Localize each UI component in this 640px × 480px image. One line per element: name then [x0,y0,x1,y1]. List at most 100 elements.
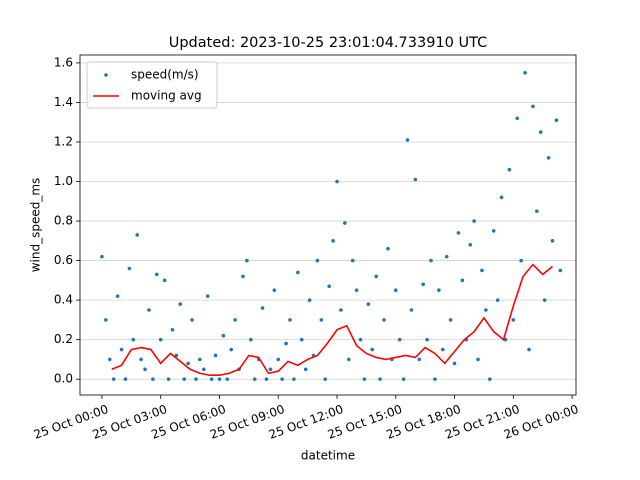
y-tick-label: 1.6 [54,55,73,69]
point [166,377,171,381]
plot-frame [79,54,577,396]
legend: speed(m/s) moving avg [86,61,218,109]
point [413,177,418,182]
point [358,337,363,342]
legend-marker [104,73,108,77]
point [538,130,543,134]
point [405,138,410,142]
point [272,288,277,293]
point [339,308,343,312]
point [370,347,375,352]
y-tick-label: 1.2 [54,134,73,148]
line [111,263,553,377]
point [186,361,190,366]
point [104,318,108,322]
point [456,231,461,235]
point [107,357,112,362]
point [495,298,500,302]
point [162,278,167,283]
point [299,337,304,342]
point [327,284,331,289]
point [535,209,539,213]
point [378,377,382,381]
chart-title: Updated: 2023-10-25 23:01:04.733910 UTC [169,35,488,51]
point [276,357,281,362]
point [252,377,257,381]
point [531,104,535,109]
point [100,254,104,259]
point [511,318,516,322]
point [527,347,531,352]
point [194,377,198,381]
point [421,282,426,287]
point [249,337,253,342]
point [225,377,230,381]
point [350,258,355,263]
point [143,367,147,372]
point [280,377,284,381]
point [366,302,371,306]
point [452,361,457,366]
point [425,337,429,342]
point [484,308,488,312]
point [393,288,398,293]
point [135,233,140,237]
point [335,179,339,184]
point [178,302,183,306]
point [382,318,386,322]
point [131,337,136,342]
point [491,229,496,233]
point [217,377,222,381]
point [154,272,159,277]
point [440,347,445,352]
point [182,377,187,381]
point [468,242,473,247]
point [268,367,273,372]
point [119,347,124,352]
point [515,116,520,121]
point [303,367,308,372]
y-tick-label: 0.0 [54,372,73,386]
legend-box [86,61,218,109]
point [323,377,328,381]
point [115,294,120,298]
y-tick-label: 1.4 [54,95,73,109]
point [401,377,406,381]
point [472,219,476,223]
point [331,239,335,243]
point [221,333,226,338]
point [139,357,143,362]
point [397,337,402,342]
point [460,278,465,283]
point [346,357,351,362]
point [233,318,237,322]
point [354,288,359,293]
point [507,167,512,172]
point [429,258,433,263]
point [296,270,300,275]
legend-label: moving avg [131,89,202,103]
point [170,327,175,332]
point [542,298,547,302]
point [409,308,414,312]
y-tick-label: 0.4 [54,293,73,307]
point [374,274,378,279]
point [260,306,265,310]
point [174,353,179,358]
point [437,288,441,293]
y-tick-label: 0.2 [54,332,73,346]
y-axis-label: wind_speed_ms [29,178,43,273]
point [554,118,559,123]
point [241,274,245,279]
point [386,246,390,251]
point [123,377,128,381]
point [558,268,563,273]
point [292,377,296,381]
point [417,357,422,362]
point [127,266,132,271]
point [151,377,155,381]
point [245,258,249,263]
y-tick-label: 0.8 [54,214,73,228]
point [448,318,453,322]
